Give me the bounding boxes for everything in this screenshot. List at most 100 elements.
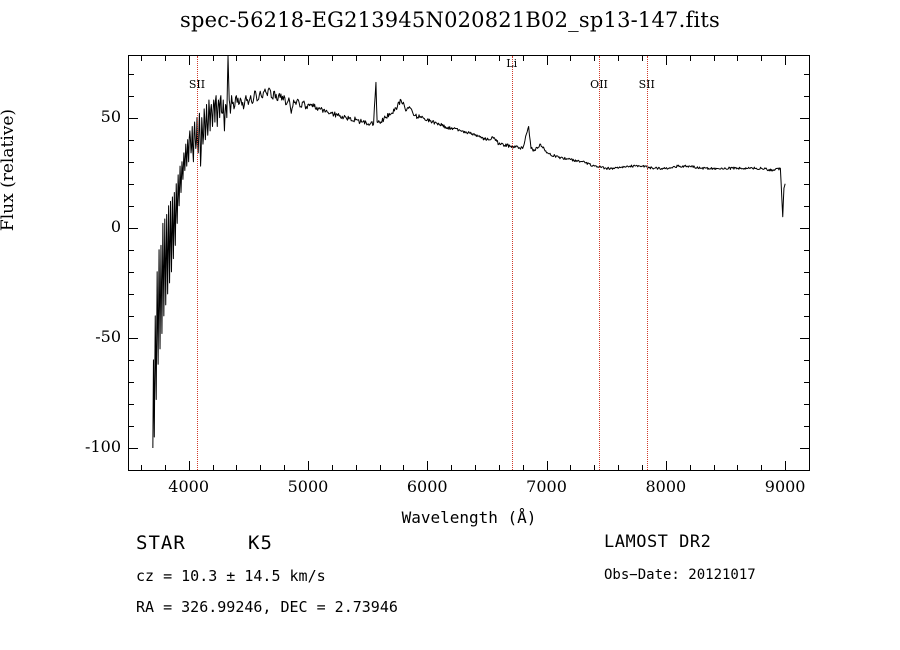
- x-axis-label: Wavelength (Å): [401, 508, 537, 527]
- x-minor-tick: [284, 56, 286, 61]
- marker-label-sii-3: SII: [638, 78, 655, 91]
- x-minor-tick: [737, 465, 739, 470]
- marker-line-li-1: [511, 56, 513, 470]
- x-minor-tick: [212, 56, 214, 61]
- x-minor-tick: [474, 56, 476, 61]
- x-tick-mark: [188, 461, 190, 470]
- y-minor-tick: [129, 205, 134, 207]
- x-minor-tick: [260, 56, 262, 61]
- y-tick-mark: [800, 447, 809, 449]
- y-tick-mark: [800, 337, 809, 339]
- x-minor-tick: [164, 56, 166, 61]
- y-minor-tick: [804, 205, 809, 207]
- x-minor-tick: [212, 465, 214, 470]
- x-minor-tick: [761, 465, 763, 470]
- x-tick-label: 5000: [287, 477, 329, 496]
- x-tick-label: 8000: [645, 477, 687, 496]
- marker-label-sii-0: SII: [188, 78, 206, 91]
- y-minor-tick: [129, 381, 134, 383]
- x-minor-tick: [641, 465, 643, 470]
- x-tick-label: 6000: [406, 477, 448, 496]
- marker-line-sii-3: [646, 56, 648, 470]
- x-minor-tick: [236, 465, 238, 470]
- y-minor-tick: [804, 139, 809, 141]
- x-minor-tick: [260, 465, 262, 470]
- spectrum-curve: [152, 56, 786, 448]
- x-tick-mark: [188, 56, 190, 65]
- y-minor-tick: [804, 315, 809, 317]
- x-tick-mark: [427, 56, 429, 65]
- x-minor-tick: [140, 56, 142, 61]
- x-minor-tick: [761, 56, 763, 61]
- y-minor-tick: [129, 161, 134, 163]
- y-tick-mark: [800, 227, 809, 229]
- x-tick-mark: [307, 56, 309, 65]
- x-minor-tick: [570, 56, 572, 61]
- y-minor-tick: [129, 183, 134, 185]
- x-minor-tick: [713, 465, 715, 470]
- x-minor-tick: [379, 465, 381, 470]
- y-minor-tick: [804, 183, 809, 185]
- x-minor-tick: [451, 465, 453, 470]
- y-tick-label: 0: [110, 216, 121, 236]
- x-minor-tick: [809, 465, 810, 470]
- x-tick-label: 4000: [168, 477, 209, 496]
- x-minor-tick: [809, 56, 810, 61]
- y-minor-tick: [129, 425, 134, 427]
- coordinates: RA = 326.99246, DEC = 2.73946: [136, 598, 398, 616]
- footer-left: STAR K5 cz = 10.3 ± 14.5 km/s RA = 326.9…: [136, 532, 398, 616]
- x-minor-tick: [618, 465, 620, 470]
- y-minor-tick: [804, 249, 809, 251]
- spectral-class: K5: [248, 532, 273, 554]
- page-title: spec-56218-EG213945N020821B02_sp13-147.f…: [180, 8, 720, 32]
- y-minor-tick: [129, 293, 134, 295]
- y-minor-tick: [804, 73, 809, 75]
- x-minor-tick: [689, 465, 691, 470]
- x-minor-tick: [451, 56, 453, 61]
- x-minor-tick: [355, 465, 357, 470]
- x-minor-tick: [618, 56, 620, 61]
- marker-label-li-1: Li: [506, 57, 518, 70]
- y-minor-tick: [804, 403, 809, 405]
- x-minor-tick: [713, 56, 715, 61]
- x-tick-mark: [785, 461, 787, 470]
- x-minor-tick: [498, 56, 500, 61]
- y-minor-tick: [129, 359, 134, 361]
- marker-label-oii-2: OII: [590, 78, 608, 91]
- x-tick-mark: [785, 56, 787, 65]
- x-minor-tick: [570, 465, 572, 470]
- x-minor-tick: [594, 56, 596, 61]
- y-minor-tick: [129, 95, 134, 97]
- x-tick-mark: [546, 461, 548, 470]
- footer-right: LAMOST DR2 Obs−Date: 20121017: [604, 532, 756, 583]
- x-minor-tick: [140, 465, 142, 470]
- x-tick-mark: [307, 461, 309, 470]
- y-tick-mark: [129, 447, 138, 449]
- y-tick-label: -50: [95, 326, 121, 346]
- x-tick-mark: [665, 56, 667, 65]
- x-minor-tick: [331, 465, 333, 470]
- x-minor-tick: [498, 465, 500, 470]
- x-minor-tick: [689, 56, 691, 61]
- x-minor-tick: [379, 56, 381, 61]
- x-minor-tick: [522, 465, 524, 470]
- x-tick-mark: [665, 461, 667, 470]
- plot-inner: SII Li OII SII 4000 5000 6000 7000 8000 9000 -100…: [85, 56, 810, 496]
- obs-date: Obs−Date: 20121017: [604, 567, 756, 583]
- x-minor-tick: [355, 56, 357, 61]
- x-minor-tick: [236, 56, 238, 61]
- marker-line-oii-2: [599, 56, 601, 470]
- x-tick-mark: [427, 461, 429, 470]
- survey-name: LAMOST DR2: [604, 532, 712, 552]
- y-tick-label: -100: [85, 436, 121, 456]
- y-tick-mark: [129, 227, 138, 229]
- x-minor-tick: [522, 56, 524, 61]
- y-minor-tick: [804, 95, 809, 97]
- x-minor-tick: [284, 465, 286, 470]
- footer-info: STAR K5 cz = 10.3 ± 14.5 km/s RA = 326.9…: [0, 532, 900, 642]
- plot-area: SII Li OII SII 4000 5000 6000 7000 8000 9000 -100…: [85, 55, 810, 496]
- y-minor-tick: [129, 73, 134, 75]
- x-minor-tick: [737, 56, 739, 61]
- y-minor-tick: [129, 315, 134, 317]
- y-tick-label: 50: [100, 106, 121, 126]
